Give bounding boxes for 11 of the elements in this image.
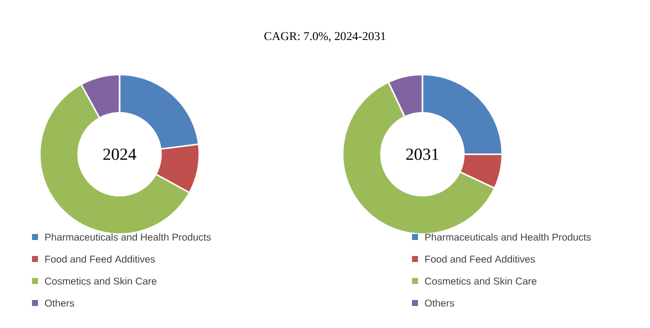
legend-label: Pharmaceuticals and Health Products <box>45 233 211 241</box>
legend-label: Pharmaceuticals and Health Products <box>425 233 591 241</box>
text: 2024 <box>103 148 136 160</box>
legend-label: Food and Feed Additives <box>45 255 155 263</box>
legend-label: Food and Feed Additives <box>425 255 535 263</box>
legend-label: Others <box>44 299 74 307</box>
legend-label: Others <box>424 299 454 307</box>
text: CAGR: 7.0%, 2024-2031 <box>264 32 386 42</box>
legend-label: Cosmetics and Skin Care <box>425 277 536 285</box>
text: 2031 <box>406 148 438 160</box>
legend-label: Cosmetics and Skin Care <box>45 277 156 285</box>
